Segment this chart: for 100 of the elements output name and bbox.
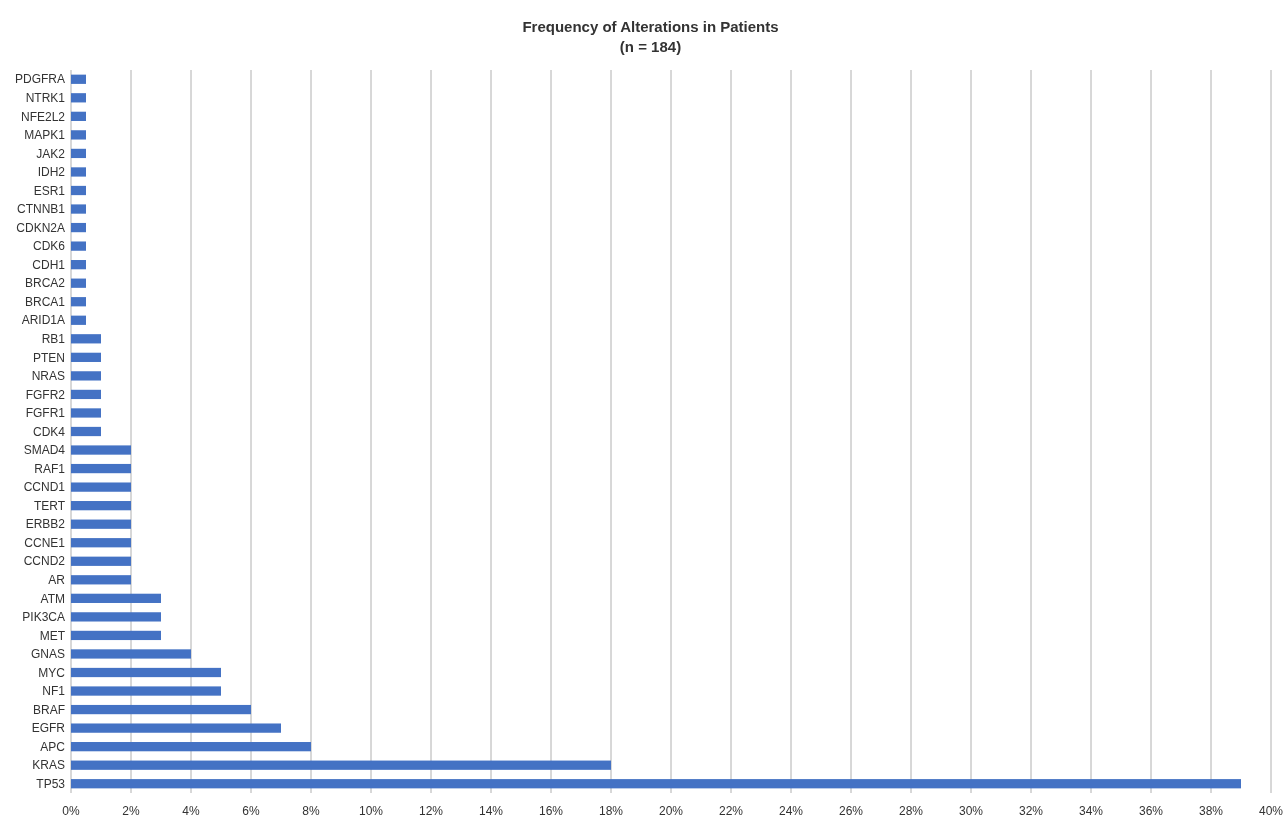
x-tick-label: 20% [658,804,684,818]
bar [71,519,131,529]
x-tick-label: 18% [598,804,624,818]
y-tick-label: NRAS [31,369,65,384]
bar [71,649,191,659]
chart-subtitle: (n = 184) [619,38,682,55]
bar [71,93,86,103]
bar [71,760,611,770]
y-tick-label: BRCA2 [24,276,66,291]
bar [71,463,131,474]
y-tick-label: TERT [33,498,66,513]
bar [71,482,131,492]
bar [71,111,86,121]
x-tick-label: 40% [1258,804,1284,818]
x-tick-label: 16% [538,804,564,818]
y-tick-label: ARID1A [21,313,65,328]
bar [71,315,86,325]
y-tick-label: ATM [40,591,65,606]
y-tick-label: PTEN [32,350,65,365]
x-tick-label: 28% [898,804,924,818]
y-tick-label: FGFR2 [25,387,66,402]
bar [71,371,101,381]
x-tick-label: 2% [122,804,140,818]
y-tick-label: ERBB2 [25,517,66,532]
bar [71,501,131,511]
bar [71,593,161,603]
bar [71,260,86,270]
bar [71,74,86,84]
y-tick-label: RB1 [41,332,66,347]
y-tick-label: CDH1 [32,257,66,272]
y-tick-label: RAF1 [34,461,66,476]
y-tick-label: CCND2 [23,554,66,569]
x-tick-label: 36% [1138,804,1164,818]
bar [71,408,101,418]
x-tick-label: 32% [1018,804,1044,818]
bar [71,575,131,585]
y-tick-label: EGFR [31,721,66,736]
chart-title: Frequency of Alterations in Patients [522,18,779,35]
bar [71,723,281,733]
y-tick-label: APC [40,739,66,754]
bar [71,538,131,548]
x-tick-label: 14% [478,804,504,818]
y-tick-label: FGFR1 [25,406,66,421]
bar [71,222,86,233]
y-tick-label: ESR1 [33,183,66,198]
bar [71,204,86,214]
bar [71,779,1241,789]
bar [71,148,86,159]
y-tick-label: PIK3CA [22,610,65,625]
bar [71,352,101,362]
y-tick-label: GNAS [30,647,65,662]
x-tick-label: 34% [1078,804,1104,818]
x-tick-label: 12% [418,804,444,818]
bar [71,278,86,288]
y-tick-label: TP53 [36,776,66,791]
x-tick-label: 26% [838,804,864,818]
y-tick-label: PDGFRA [14,72,65,87]
bar [71,334,101,344]
x-tick-label: 10% [358,804,384,818]
x-tick-label: 38% [1198,804,1224,818]
x-tick-label: 22% [718,804,744,818]
y-tick-label: NFE2L2 [20,109,66,124]
y-tick-label: CDKN2A [16,220,65,235]
y-tick-label: CDK4 [32,424,66,439]
x-tick-label: 0% [62,804,80,818]
bar [71,185,86,196]
x-tick-label: 4% [182,804,200,818]
bar [71,742,311,752]
x-tick-label: 24% [778,804,804,818]
y-tick-label: CDK6 [32,239,66,254]
y-tick-label: MET [39,628,66,643]
y-tick-label: JAK2 [36,146,66,161]
bar [71,426,101,437]
y-tick-label: BRAF [32,702,65,717]
bar [71,241,86,251]
bar [71,630,161,641]
x-tick-label: 8% [302,804,320,818]
bar [71,556,131,566]
bar [71,297,86,307]
bar [71,445,131,455]
x-tick-label: 30% [958,804,984,818]
y-tick-label: AR [48,573,66,588]
bar [71,130,86,140]
y-tick-label: NTRK1 [25,91,66,106]
y-tick-label: CCNE1 [24,535,66,550]
y-tick-label: IDH2 [37,165,66,180]
y-tick-label: KRAS [32,758,65,773]
bar [71,704,251,715]
y-tick-label: NF1 [42,684,66,699]
y-tick-label: BRCA1 [24,294,66,309]
y-tick-label: MAPK1 [24,128,66,143]
bar [71,389,101,400]
y-tick-label: MYC [38,665,66,680]
bar [71,612,161,622]
y-tick-label: SMAD4 [23,443,66,458]
x-tick-label: 6% [242,804,260,818]
y-tick-label: CTNNB1 [16,202,66,217]
bar [71,667,221,678]
bar [71,167,86,177]
bar [71,686,221,696]
